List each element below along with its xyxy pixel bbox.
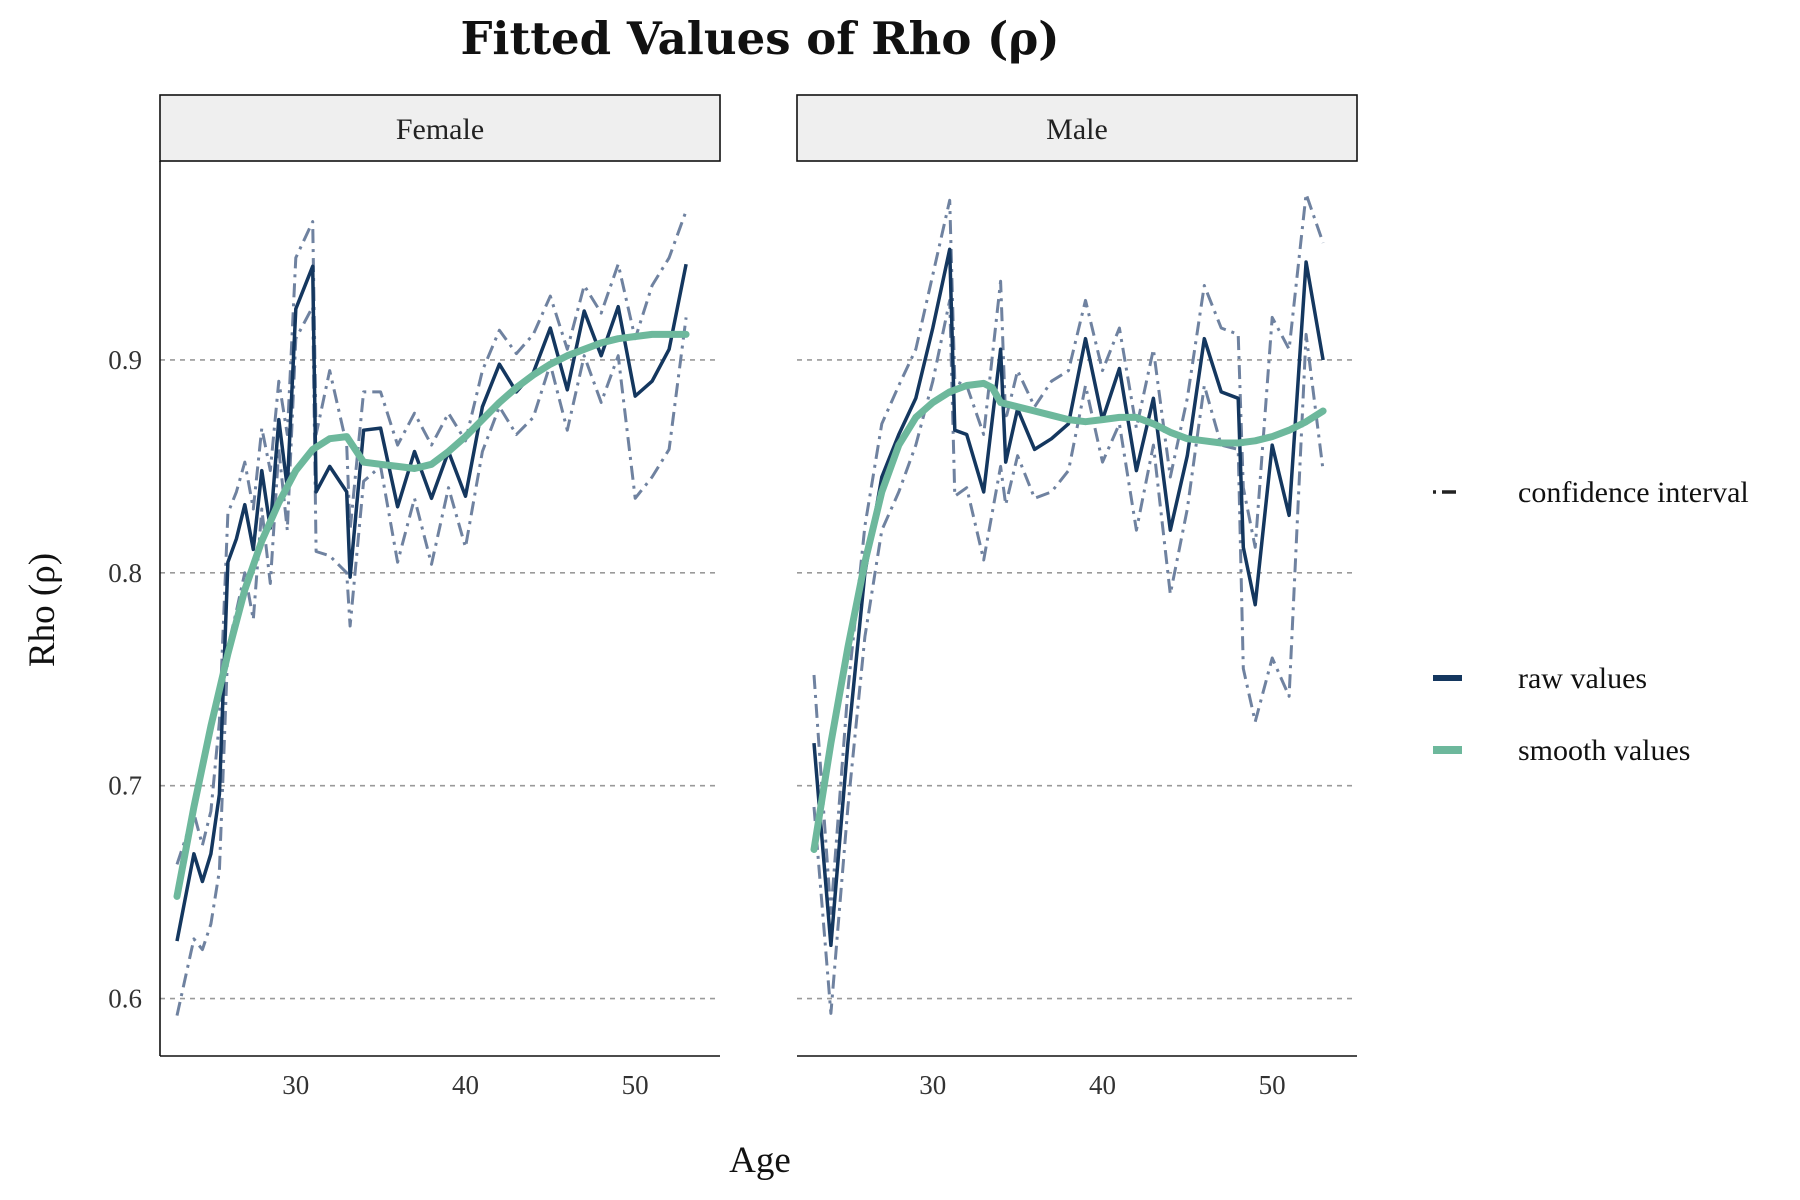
x-tick-label: 40 xyxy=(452,1070,479,1100)
panel-female: Female 0.6 0.7 0.8 0.9 30 40 50 xyxy=(108,94,721,1100)
ci-upper-line-female xyxy=(175,210,688,865)
smooth-line-male xyxy=(810,379,1327,853)
strip-label-male: Male xyxy=(1046,113,1108,146)
x-tick-label: 30 xyxy=(282,1070,309,1100)
legend: confidence interval raw values smooth valu… xyxy=(1433,476,1749,767)
raw-line-female xyxy=(175,263,688,942)
facet-panels: Female 0.6 0.7 0.8 0.9 30 40 50 Male 30 40 50 xyxy=(108,94,1358,1100)
legend-item-smooth: smooth values xyxy=(1433,734,1691,767)
ci-upper-line-male xyxy=(812,192,1325,915)
smooth-line-female xyxy=(173,330,690,900)
y-tick-label: 0.6 xyxy=(108,984,142,1014)
x-tick-label: 50 xyxy=(622,1070,649,1100)
x-axis-title: Age xyxy=(729,1140,791,1181)
legend-label-smooth: smooth values xyxy=(1518,734,1691,767)
y-tick-label: 0.7 xyxy=(108,771,142,801)
raw-line-male xyxy=(812,247,1325,948)
strip-label-female: Female xyxy=(396,113,484,146)
legend-item-ci: confidence interval xyxy=(1433,476,1749,509)
panel-male: Male 30 40 50 xyxy=(796,94,1358,1100)
legend-item-raw: raw values xyxy=(1433,662,1647,695)
y-tick-label: 0.9 xyxy=(108,345,142,375)
legend-label-raw: raw values xyxy=(1518,662,1647,695)
ci-lower-line-female xyxy=(175,305,688,1016)
chart-title: Fitted Values of Rho (ρ) xyxy=(460,12,1059,65)
y-tick-label: 0.8 xyxy=(108,558,142,588)
legend-label-ci: confidence interval xyxy=(1518,476,1749,509)
x-tick-label: 30 xyxy=(919,1070,946,1100)
strip-female xyxy=(159,94,721,162)
x-tick-label: 40 xyxy=(1089,1070,1116,1100)
x-tick-label: 50 xyxy=(1259,1070,1286,1100)
ci-lower-line-male xyxy=(812,298,1325,1015)
strip-male xyxy=(796,94,1358,162)
y-axis-title: Rho (ρ) xyxy=(22,553,63,667)
